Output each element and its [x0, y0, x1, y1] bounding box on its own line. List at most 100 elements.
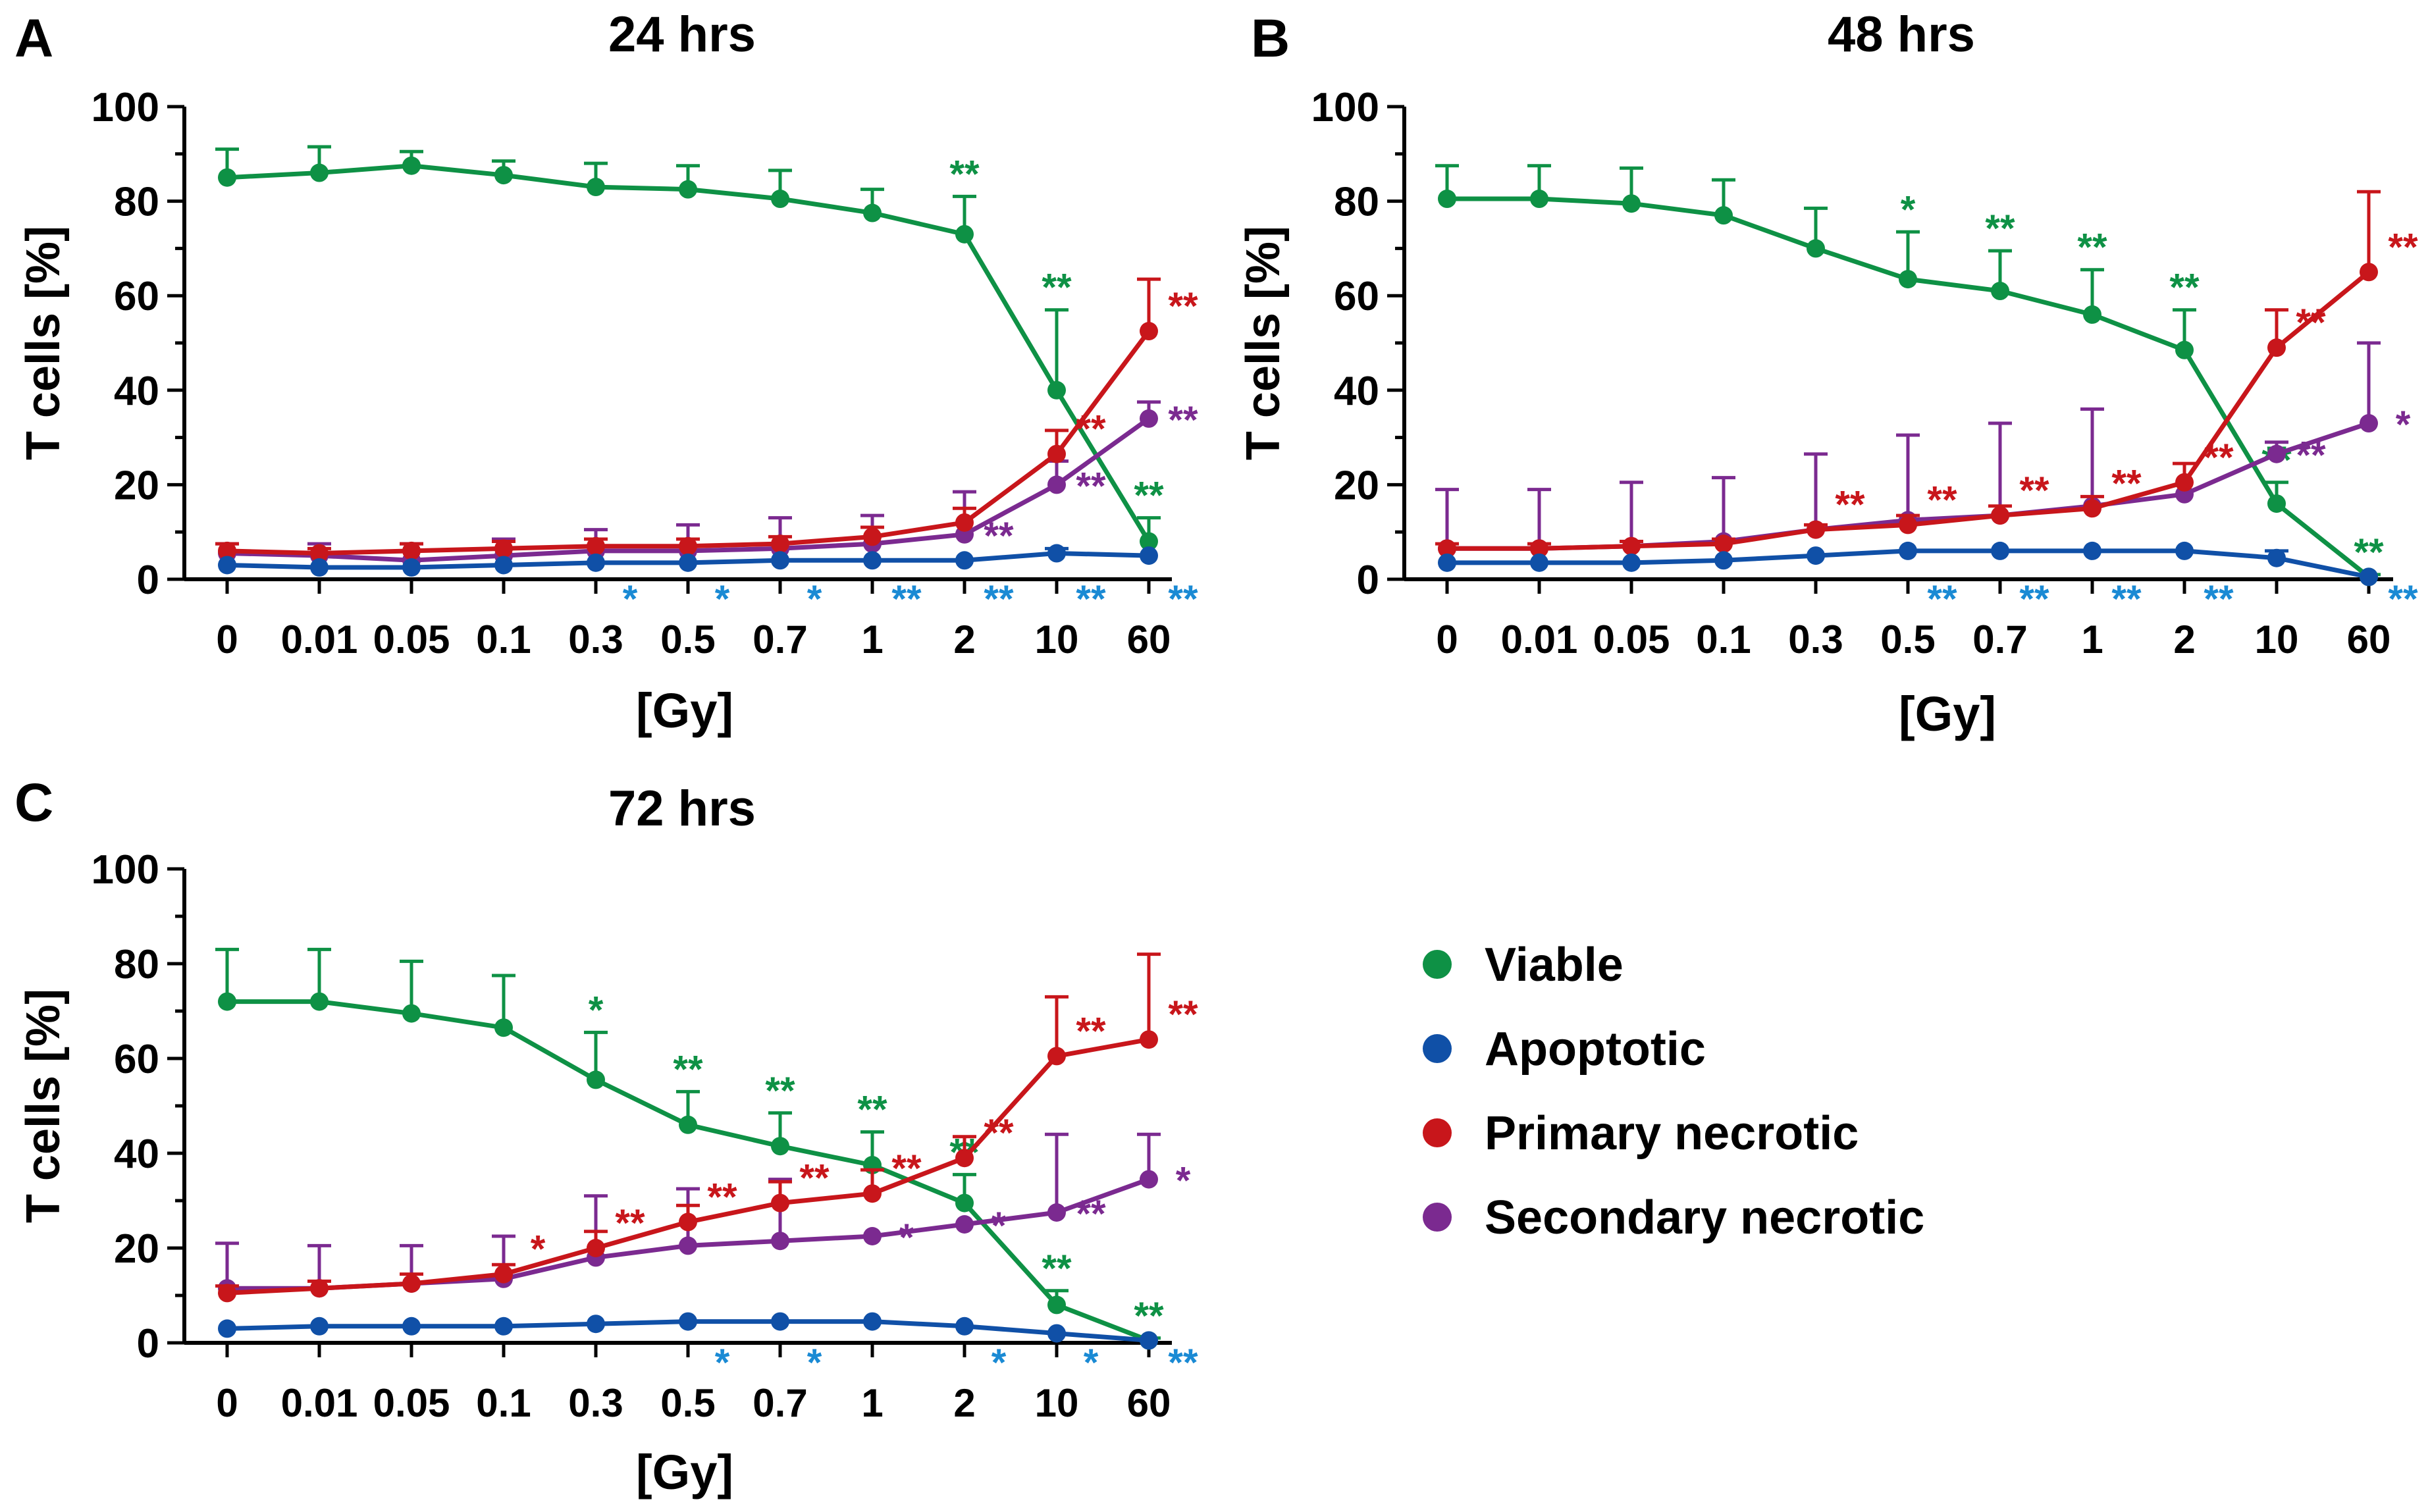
y-tick-label: 40	[114, 1132, 159, 1177]
significance-star: **	[673, 1048, 703, 1091]
significance-star: **	[765, 1070, 795, 1112]
data-point	[1047, 475, 1066, 494]
significance-star: **	[1076, 1010, 1106, 1053]
data-point	[955, 224, 974, 244]
data-point	[402, 156, 421, 175]
data-point	[2175, 473, 2194, 492]
data-point	[2267, 494, 2286, 513]
data-point	[771, 1193, 789, 1212]
significance-star: *	[807, 1342, 822, 1384]
data-point	[2360, 567, 2378, 587]
x-tick-label: 0.7	[1972, 617, 2027, 662]
significance-star: *	[623, 578, 638, 621]
series-primary: ** ** ** ********	[1435, 190, 2418, 558]
significance-star: **	[1168, 578, 1198, 621]
significance-star: **	[1168, 285, 1198, 328]
legend: Viable Apoptotic Primary necrotic Secondary…	[1423, 939, 1924, 1244]
significance-star: **	[707, 1176, 737, 1218]
data-point	[1899, 270, 1917, 289]
y-tick-label: 20	[114, 463, 159, 508]
data-point	[1714, 534, 1733, 554]
data-point	[218, 168, 236, 187]
data-point	[1530, 553, 1548, 572]
x-tick-label: 1	[861, 1381, 883, 1425]
significance-star: **	[2204, 436, 2234, 479]
significance-star: **	[1076, 465, 1106, 508]
significance-star: **	[984, 578, 1014, 621]
data-point	[1047, 380, 1066, 400]
data-point	[1047, 1295, 1066, 1315]
data-point	[2267, 548, 2286, 567]
x-tick-label: 0.05	[1593, 617, 1670, 662]
data-point	[2175, 340, 2194, 359]
data-point	[310, 1279, 329, 1298]
x-tick-label: 10	[2255, 617, 2299, 662]
significance-star: **	[984, 1112, 1014, 1155]
significance-star: **	[2296, 301, 2326, 344]
data-point	[1140, 1030, 1158, 1049]
significance-star: *	[1901, 188, 1916, 231]
data-point	[587, 178, 605, 197]
legend-marker-viable	[1423, 950, 1452, 979]
significance-star: *	[531, 1228, 546, 1271]
data-point	[1991, 282, 2009, 301]
data-point	[1140, 322, 1158, 341]
data-point	[2175, 541, 2194, 560]
significance-star: **	[891, 578, 922, 621]
x-axis-label: [Gy]	[1899, 687, 1996, 741]
y-tick-label: 60	[114, 274, 159, 319]
data-point	[218, 541, 236, 560]
data-point	[310, 1316, 329, 1336]
data-point	[1991, 541, 2009, 560]
significance-star: *	[589, 989, 604, 1031]
data-point	[1530, 190, 1548, 209]
data-point	[1140, 546, 1158, 565]
panel-letter: C	[14, 773, 53, 833]
data-point	[2083, 305, 2101, 324]
y-tick-label: 60	[1334, 274, 1379, 319]
data-point	[1807, 239, 1825, 258]
x-axis-label: [Gy]	[636, 1445, 733, 1499]
series-apoptotic: * * * * **	[218, 1312, 1198, 1384]
y-tick-label: 80	[1334, 180, 1379, 225]
data-point	[863, 203, 882, 222]
data-point	[955, 1149, 974, 1168]
data-point	[1140, 1170, 1158, 1189]
significance-star: *	[1084, 1342, 1099, 1384]
data-point	[402, 541, 421, 560]
x-tick-label: 0.7	[753, 617, 807, 662]
y-tick-label: 80	[114, 180, 159, 225]
data-point	[771, 1312, 789, 1331]
data-point	[771, 1232, 789, 1251]
data-point	[1438, 539, 1456, 558]
x-tick-label: 0.1	[476, 1381, 531, 1425]
data-point	[1047, 1203, 1066, 1222]
x-tick-label: 0	[1436, 617, 1458, 662]
data-point	[218, 1284, 236, 1303]
data-point	[1047, 1324, 1066, 1343]
x-tick-label: 0.01	[281, 1381, 358, 1425]
data-point	[587, 1239, 605, 1257]
x-tick-label: 0	[216, 1381, 238, 1425]
x-tick-label: 60	[1127, 617, 1171, 662]
legend-label-primary: Primary necrotic	[1485, 1107, 1859, 1160]
significance-star: **	[891, 1147, 922, 1190]
significance-star: **	[2388, 578, 2418, 621]
significance-star: **	[2388, 226, 2418, 269]
data-point	[955, 1316, 974, 1336]
x-tick-label: 0.05	[373, 1381, 450, 1425]
legend-marker-primary	[1423, 1118, 1452, 1147]
x-tick-label: 0.1	[476, 617, 531, 662]
data-point	[402, 1004, 421, 1023]
data-point	[1140, 1331, 1158, 1350]
data-point	[679, 180, 697, 199]
data-point	[1438, 553, 1456, 572]
x-axis-label: [Gy]	[636, 683, 733, 738]
data-point	[2267, 444, 2286, 463]
significance-star: **	[1076, 578, 1106, 621]
x-tick-label: 2	[953, 617, 975, 662]
legend-label-apoptotic: Apoptotic	[1485, 1023, 1706, 1076]
data-point	[679, 1115, 697, 1134]
x-tick-label: 0.5	[1880, 617, 1935, 662]
chart-title: 72 hrs	[608, 781, 756, 837]
